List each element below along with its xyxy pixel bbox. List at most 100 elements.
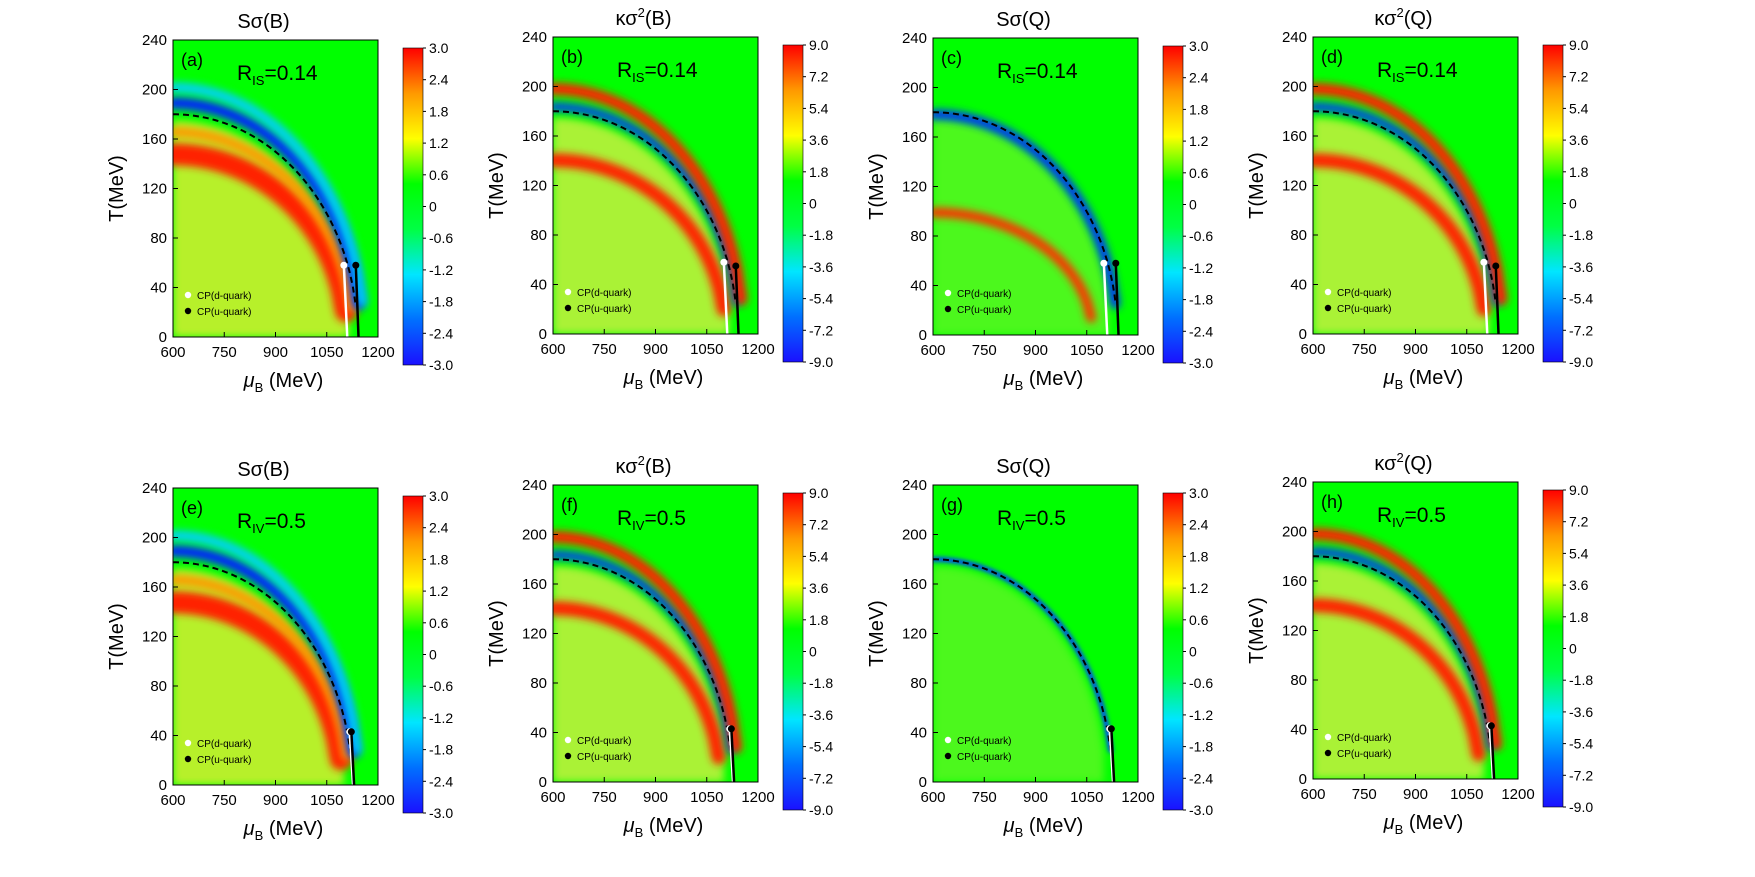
legend-label-d: CP(d-quark) (577, 736, 631, 747)
legend-label-u: CP(u-quark) (1337, 304, 1391, 315)
colorbar-tick-label: 1.8 (1569, 164, 1589, 180)
y-tick-label: 80 (150, 230, 167, 247)
legend-label-u: CP(u-quark) (577, 304, 631, 315)
colorbar-tick-label: 1.2 (1189, 133, 1209, 149)
x-tick-label: 1050 (1450, 341, 1483, 358)
colorbar-tick-label: -1.8 (1569, 672, 1593, 688)
y-tick-label: 0 (159, 777, 167, 794)
legend-marker-u (564, 304, 572, 312)
colorbar-tick-label: -2.4 (1189, 323, 1213, 339)
y-tick-label: 160 (902, 576, 927, 593)
legend-marker-u (184, 307, 192, 315)
colorbar-tick-label: -5.4 (809, 739, 833, 755)
colorbar-tick-label: 3.0 (429, 488, 449, 504)
x-axis-label: μB (MeV) (1383, 367, 1464, 392)
y-tick-label: 80 (1290, 672, 1307, 689)
y-tick-label: 0 (159, 329, 167, 346)
colorbar-tick-label: 2.4 (429, 72, 449, 88)
y-tick-label: 40 (150, 280, 167, 297)
y-tick-label: 160 (1282, 128, 1307, 145)
cp-u-quark-marker (1492, 262, 1500, 270)
heatmap-layer (173, 82, 368, 337)
x-tick-label: 900 (1403, 786, 1428, 803)
crossover-line (1313, 555, 1492, 748)
legend-label-u: CP(u-quark) (957, 305, 1011, 316)
legend-label-u: CP(u-quark) (197, 755, 251, 766)
colorbar-tick-label: 9.0 (809, 37, 829, 53)
panel-label: (f) (561, 495, 578, 515)
colorbar-tick-label: -3.0 (1189, 802, 1213, 818)
positive-band (173, 591, 352, 771)
y-tick-label: 200 (142, 530, 167, 547)
x-tick-label: 600 (540, 341, 565, 358)
legend-marker-u (1324, 749, 1332, 757)
legend-label-u: CP(u-quark) (1337, 749, 1391, 760)
colorbar-tick-label: -1.8 (429, 294, 453, 310)
first-order-line-u (350, 731, 356, 785)
x-tick-label: 750 (592, 341, 617, 358)
first-order-line-u (1490, 725, 1496, 779)
y-tick-label: 40 (150, 728, 167, 745)
y-tick-label: 160 (142, 579, 167, 596)
x-axis-label: μB (MeV) (1003, 815, 1084, 840)
y-axis-label: T(MeV) (106, 603, 128, 670)
x-tick-label: 600 (160, 344, 185, 361)
y-tick-label: 160 (902, 129, 927, 146)
y-axis-label: T(MeV) (1246, 152, 1268, 219)
panel-g: 600 750 900 1050 1200 0 40 80 120 160 200 240 μB (Me… (866, 456, 1213, 840)
hadron-region (173, 568, 344, 785)
colorbar-tick-label: -1.8 (1189, 292, 1213, 308)
cp-u-quark-marker (347, 728, 355, 736)
y-tick-label: 200 (902, 80, 927, 97)
y-tick-label: 120 (902, 179, 927, 196)
crossover-line (553, 110, 737, 303)
heatmap-layer (1313, 527, 1503, 779)
colorbar-tick-label: -2.4 (429, 325, 453, 341)
positive-band (553, 153, 731, 317)
hadron-region (933, 565, 1104, 782)
x-tick-label: 750 (592, 789, 617, 806)
colorbar-tick-label: -0.6 (1189, 228, 1213, 244)
colorbar-tick-label: -1.8 (809, 675, 833, 691)
y-tick-label: 160 (142, 131, 167, 148)
panel-annotation: RIV=0.5 (997, 507, 1066, 533)
crossover-line (933, 558, 1112, 751)
colorbar-tick-label: -1.2 (1189, 707, 1213, 723)
heatmap-layer (933, 556, 1116, 782)
colorbar-tick-label: -3.0 (429, 805, 453, 821)
y-tick-label: 120 (142, 629, 167, 646)
colorbar-tick-label: 0 (429, 199, 437, 215)
panel-label: (h) (1321, 492, 1343, 512)
colorbar-tick-label: 1.8 (809, 164, 829, 180)
colorbar-tick-label: -9.0 (809, 802, 833, 818)
y-tick-label: 0 (539, 326, 547, 343)
colorbar-tick-label: -2.4 (1189, 770, 1213, 786)
x-tick-label: 1200 (1501, 341, 1534, 358)
x-tick-label: 600 (920, 342, 945, 359)
cp-u-quark-marker (727, 725, 735, 733)
y-tick-label: 240 (142, 32, 167, 49)
x-tick-label: 1050 (1070, 342, 1103, 359)
panel-a: 600 750 900 1050 1200 0 40 80 120 160 200 240 μB (Me… (106, 11, 453, 395)
y-tick-label: 0 (1299, 771, 1307, 788)
panel-annotation: RIV=0.5 (617, 507, 686, 533)
colorbar-tick-label: -0.6 (1189, 675, 1213, 691)
y-tick-label: 40 (530, 277, 547, 294)
legend-marker-u (944, 752, 952, 760)
y-tick-label: 160 (522, 576, 547, 593)
legend-label-d: CP(d-quark) (957, 736, 1011, 747)
y-tick-label: 240 (522, 29, 547, 46)
colorbar-tick-label: 5.4 (1569, 545, 1589, 561)
y-tick-label: 120 (142, 181, 167, 198)
first-order-line-u (1494, 265, 1500, 334)
heatmap-layer (173, 530, 363, 785)
legend-label-d: CP(d-quark) (1337, 288, 1391, 299)
legend-label-d: CP(d-quark) (577, 288, 631, 299)
panel-label: (c) (941, 48, 962, 68)
y-tick-label: 160 (522, 128, 547, 145)
colorbar-tick-label: -2.4 (429, 773, 453, 789)
y-tick-label: 0 (1299, 326, 1307, 343)
legend-marker-u (564, 752, 572, 760)
colorbar-tick-label: 0 (1189, 644, 1197, 660)
negative-band (933, 109, 1121, 309)
